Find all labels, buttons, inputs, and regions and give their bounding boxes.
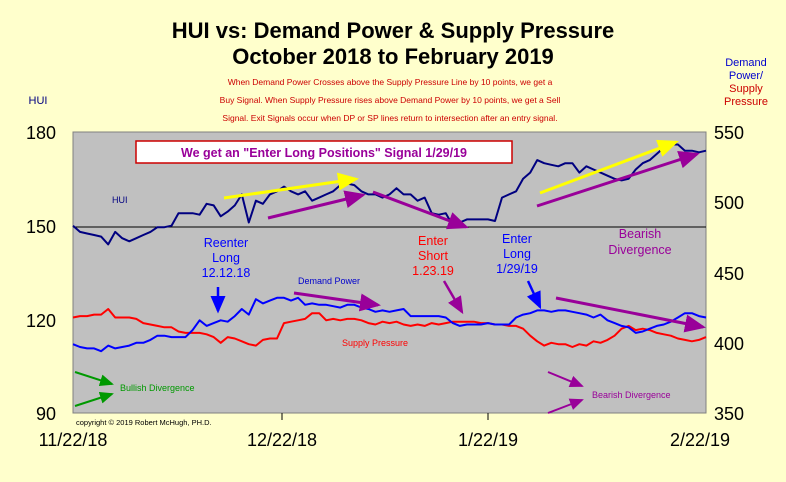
description-line-3: Signal. Exit Signals occur when DP or SP… [222, 113, 557, 123]
right-tick-550: 550 [714, 123, 744, 143]
plot-area [72, 131, 707, 414]
yellow-arrow-hui-right [539, 139, 679, 195]
left-tick-180: 180 [26, 123, 56, 143]
enter-short-3: 1.23.19 [412, 264, 454, 278]
right-tick-400: 400 [714, 334, 744, 354]
chart-title: HUI vs: Demand Power & Supply Pressure [172, 18, 615, 43]
bearish-divergence-top-2: Divergence [608, 243, 671, 257]
demand-power-line [72, 296, 707, 353]
x-tick-2: 12/22/18 [247, 430, 317, 450]
right-axis-label-4: Pressure [724, 96, 768, 108]
right-tick-350: 350 [714, 404, 744, 424]
bearish-arrow-down [547, 371, 584, 387]
enter-short-1: Enter [418, 234, 448, 248]
enter-short-2: Short [418, 249, 448, 263]
right-axis-label-3: Supply [729, 83, 763, 95]
purple-arrow-hui-right [536, 151, 700, 208]
supply-series-label: Supply Pressure [342, 338, 408, 348]
hui-line [72, 143, 707, 246]
enter-long-3: 1/29/19 [496, 262, 538, 276]
bearish-divergence-bottom-label: Bearish Divergence [592, 390, 671, 400]
enter-long-arrow [526, 280, 542, 310]
series-layer [72, 143, 707, 353]
left-tick-120: 120 [26, 311, 56, 331]
description-line-1: When Demand Power Crosses above the Supp… [228, 77, 553, 87]
x-tick-4: 2/22/19 [670, 430, 730, 450]
signal-box-text: We get an "Enter Long Positions" Signal … [181, 146, 467, 160]
bearish-arrow-up [547, 398, 584, 414]
right-tick-500: 500 [714, 193, 744, 213]
reenter-long-3: 12.12.18 [202, 266, 251, 280]
bullish-arrow-down [74, 391, 114, 407]
enter-long-2: Long [503, 247, 531, 261]
left-axis-label: HUI [29, 95, 48, 107]
purple-arrow-hui-down [372, 190, 469, 230]
enter-long-1: Enter [502, 232, 532, 246]
x-tick-1: 11/22/18 [39, 430, 108, 450]
reenter-long-2: Long [212, 251, 240, 265]
demand-series-label: Demand Power [298, 276, 360, 286]
purple-arrow-demand-right [555, 296, 706, 333]
reenter-long-1: Reenter [204, 236, 248, 250]
supply-pressure-line [72, 308, 707, 348]
hui-series-label: HUI [112, 195, 128, 205]
left-tick-90: 90 [36, 404, 56, 424]
bullish-arrow-up [74, 371, 114, 387]
bullish-divergence-label: Bullish Divergence [120, 383, 195, 393]
copyright-text: copyright © 2019 Robert McHugh, PH.D. [76, 418, 212, 427]
right-axis-label-2: Power/ [729, 70, 764, 82]
left-tick-150: 150 [26, 217, 56, 237]
signal-box [135, 140, 513, 164]
right-axis-label-1: Demand [725, 57, 767, 69]
description-line-2: Buy Signal. When Supply Pressure rises a… [220, 95, 561, 105]
right-tick-450: 450 [714, 264, 744, 284]
x-tick-3: 1/22/19 [458, 430, 518, 450]
yellow-arrow-hui-left [223, 172, 359, 200]
purple-arrow-demand-left [293, 291, 381, 312]
bearish-divergence-top-1: Bearish [619, 227, 661, 241]
enter-short-arrow [442, 280, 464, 315]
purple-arrow-hui-left [267, 190, 366, 220]
chart-subtitle: October 2018 to February 2019 [232, 44, 554, 69]
